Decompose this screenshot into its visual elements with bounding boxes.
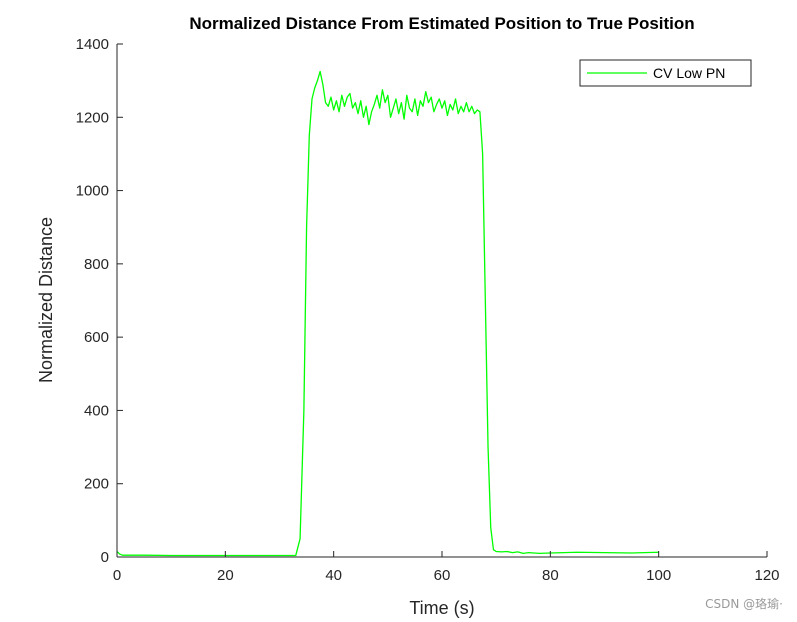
y-tick-label: 1400 <box>76 36 109 53</box>
legend-label: CV Low PN <box>653 65 725 81</box>
y-ticks: 0 200 400 600 800 1000 1200 1400 <box>76 36 123 566</box>
y-tick-label: 1000 <box>76 183 109 200</box>
x-tick-label: 120 <box>754 567 779 584</box>
y-tick-label: 200 <box>84 476 109 493</box>
y-tick-label: 1200 <box>76 109 109 126</box>
x-tick-label: 80 <box>542 567 559 584</box>
y-tick-label: 800 <box>84 256 109 273</box>
y-tick-label: 400 <box>84 402 109 419</box>
x-tick-label: 60 <box>434 567 451 584</box>
x-tick-label: 100 <box>646 567 671 584</box>
x-tick-label: 20 <box>217 567 234 584</box>
series-line <box>116 70 659 557</box>
y-axis-label: Normalized Distance <box>36 217 56 383</box>
chart-title: Normalized Distance From Estimated Posit… <box>189 14 694 33</box>
x-tick-label: 0 <box>113 567 121 584</box>
plot-area <box>117 44 767 557</box>
series-layer <box>116 70 659 557</box>
legend: CV Low PN <box>579 59 752 87</box>
watermark: CSDN @珞瑜· <box>705 597 783 611</box>
x-axis-label: Time (s) <box>409 598 474 618</box>
x-tick-label: 40 <box>325 567 342 584</box>
y-tick-label: 600 <box>84 329 109 346</box>
x-ticks: 0 20 40 60 80 100 120 <box>113 551 780 584</box>
y-tick-label: 0 <box>101 549 109 566</box>
